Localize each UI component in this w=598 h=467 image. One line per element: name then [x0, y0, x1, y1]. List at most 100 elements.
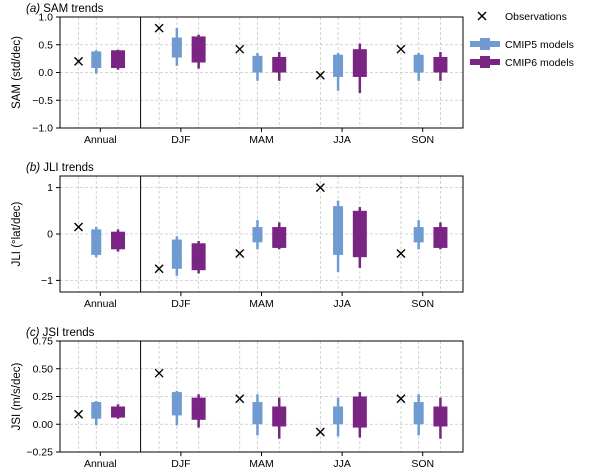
box-cmip6 — [352, 49, 367, 77]
observation-stroke — [315, 427, 325, 437]
y-tick-label: 0.50 — [33, 363, 54, 375]
observation-stroke — [154, 264, 164, 274]
panel-title-text: JLI trends — [40, 162, 94, 174]
panel-letter: (c) — [26, 327, 40, 339]
observation-marker — [315, 183, 325, 193]
y-tick-label: −0.25 — [26, 447, 53, 459]
x-tick-label: MAM — [249, 134, 274, 146]
x-tick-label: DJF — [171, 458, 190, 467]
panel-letter: (b) — [26, 162, 40, 174]
panel-title: (b) JLI trends — [26, 162, 94, 174]
x-tick-label: JJA — [333, 298, 351, 310]
observation-marker — [74, 56, 84, 66]
x-tick-label: Annual — [84, 298, 117, 310]
y-tick-label: −1.0 — [32, 123, 53, 135]
y-axis-label: JSI (m/s/dec) — [11, 362, 23, 430]
box-cmip5 — [413, 54, 424, 73]
y-tick-label: 0.75 — [33, 336, 54, 348]
panel-3: −0.25 0.00 0.25 0.50 0.75 Annual DJF MAM JJA SON J… — [11, 327, 464, 467]
x-tick-label: DJF — [171, 134, 190, 146]
box-cmip6 — [433, 56, 448, 73]
box-cmip5 — [333, 206, 344, 255]
x-tick-label: JJA — [333, 134, 351, 146]
observation-marker — [235, 394, 245, 404]
box-cmip6 — [272, 227, 287, 248]
y-tick-label: 0.5 — [38, 39, 53, 51]
observation-marker — [74, 222, 84, 232]
y-tick-label: 0.00 — [33, 419, 54, 431]
observation-marker — [396, 394, 406, 404]
y-axis-label: JLI (°lat/dec) — [11, 201, 23, 266]
box-cmip5 — [171, 392, 182, 416]
observation-stroke — [396, 248, 406, 258]
panel-title: (a) SAM trends — [26, 3, 104, 15]
y-tick-label: 1 — [47, 182, 53, 194]
observation-stroke — [235, 44, 245, 54]
box-cmip5 — [171, 239, 182, 269]
box-cmip6 — [191, 36, 206, 63]
observation-marker — [154, 23, 164, 33]
box-cmip5 — [91, 51, 102, 69]
observation-stroke — [154, 23, 164, 33]
x-tick-label: Annual — [84, 458, 117, 467]
observation-marker — [315, 427, 325, 437]
x-tick-label: SON — [411, 458, 434, 467]
y-tick-label: 1.0 — [38, 12, 53, 24]
x-tick-label: SON — [411, 298, 434, 310]
panel-title: (c) JSI trends — [26, 327, 95, 339]
panel-title-text: SAM trends — [40, 3, 104, 15]
observation-stroke — [74, 409, 84, 419]
observation-marker — [396, 248, 406, 258]
y-tick-label: 0 — [47, 229, 53, 241]
y-tick-label: 0.25 — [33, 391, 54, 403]
observation-stroke — [235, 394, 245, 404]
observation-marker — [154, 264, 164, 274]
observation-stroke — [74, 56, 84, 66]
x-tick-label: MAM — [249, 298, 274, 310]
x-tick-label: DJF — [171, 298, 190, 310]
y-axis-label: SAM (std/dec) — [11, 36, 23, 109]
box-cmip5 — [91, 229, 102, 255]
box-cmip6 — [433, 227, 448, 248]
legend-cmip6: CMIP6 models — [470, 56, 574, 69]
legend-cmip5: CMIP5 models — [470, 38, 574, 51]
observation-marker — [235, 248, 245, 258]
observation-stroke — [396, 394, 406, 404]
panel-letter: (a) — [26, 3, 40, 15]
observation-stroke — [315, 183, 325, 193]
y-tick-label: −0.5 — [32, 95, 53, 107]
x-tick-label: MAM — [249, 458, 274, 467]
x-tick-label: SON — [411, 134, 434, 146]
panel-1: −1.0 −0.5 0.0 0.5 1.0 Annual DJF MAM JJA SON SAM (… — [11, 3, 464, 146]
observation-marker — [315, 70, 325, 80]
observation-stroke — [74, 222, 84, 232]
panels: −1.0 −0.5 0.0 0.5 1.0 Annual DJF MAM JJA SON SAM (… — [11, 3, 464, 467]
observation-stroke — [315, 70, 325, 80]
observation-stroke — [396, 44, 406, 54]
box-cmip6 — [111, 231, 126, 250]
legend-cmip5-label: CMIP5 models — [505, 39, 574, 51]
legend-observations-label: Observations — [505, 11, 567, 23]
box-cmip6 — [352, 210, 367, 258]
box-cmip6 — [352, 396, 367, 428]
observation-marker — [396, 44, 406, 54]
box-cmip6 — [272, 406, 287, 427]
observation-marker — [154, 368, 164, 378]
box-cmip5 — [252, 55, 263, 73]
box-cmip6 — [191, 397, 206, 420]
panel-2: −1 0 1 Annual DJF MAM JJA SON JLI (°lat/dec) (b) … — [11, 162, 464, 310]
y-tick-label: −1 — [41, 275, 53, 287]
observation-marker — [74, 409, 84, 419]
panel-title-text: JSI trends — [39, 327, 94, 339]
x-tick-label: Annual — [84, 134, 117, 146]
box-cmip6 — [272, 56, 287, 73]
observation-stroke — [154, 368, 164, 378]
box-cmip6 — [433, 406, 448, 427]
legend-observations: Observations — [477, 11, 567, 23]
observation-marker — [235, 44, 245, 54]
y-tick-label: 0.0 — [38, 67, 53, 79]
x-tick-label: JJA — [333, 458, 351, 467]
observation-stroke — [235, 248, 245, 258]
legend-cmip6-label: CMIP6 models — [505, 57, 574, 69]
